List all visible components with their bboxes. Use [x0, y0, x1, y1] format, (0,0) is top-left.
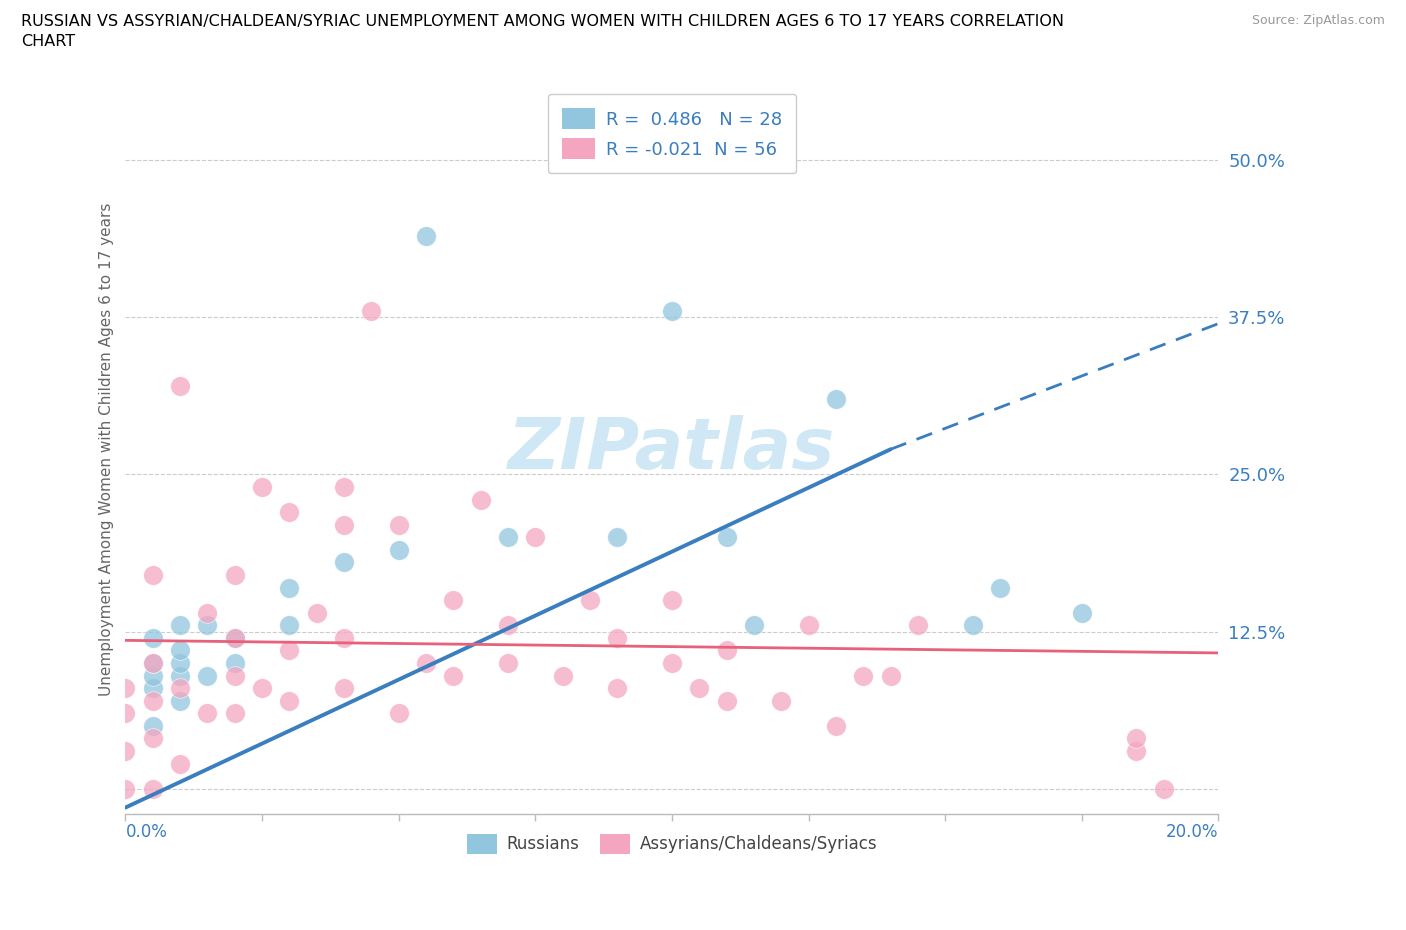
Point [661, 656, 683, 671]
Legend: Russians, Assyrians/Chaldeans/Syriacs: Russians, Assyrians/Chaldeans/Syriacs [460, 828, 884, 860]
Point [606, 631, 628, 645]
Point [333, 517, 356, 532]
Point [388, 517, 411, 532]
Point [333, 631, 356, 645]
Point [797, 618, 820, 632]
Point [388, 706, 411, 721]
Point [142, 693, 165, 708]
Point [142, 656, 165, 671]
Point [278, 580, 301, 595]
Point [142, 681, 165, 696]
Point [169, 643, 191, 658]
Point [1125, 743, 1147, 758]
Point [169, 379, 191, 394]
Point [197, 605, 219, 620]
Point [415, 228, 437, 243]
Point [1153, 781, 1175, 796]
Point [278, 643, 301, 658]
Point [496, 656, 519, 671]
Point [716, 693, 738, 708]
Point [1125, 731, 1147, 746]
Point [142, 731, 165, 746]
Point [470, 492, 492, 507]
Point [333, 555, 356, 570]
Text: RUSSIAN VS ASSYRIAN/CHALDEAN/SYRIAC UNEMPLOYMENT AMONG WOMEN WITH CHILDREN AGES : RUSSIAN VS ASSYRIAN/CHALDEAN/SYRIAC UNEM… [21, 14, 1064, 29]
Point [1070, 605, 1092, 620]
Point [224, 631, 246, 645]
Point [388, 542, 411, 557]
Point [333, 480, 356, 495]
Point [224, 631, 246, 645]
Point [825, 718, 848, 733]
Y-axis label: Unemployment Among Women with Children Ages 6 to 17 years: Unemployment Among Women with Children A… [100, 203, 114, 696]
Point [278, 618, 301, 632]
Point [224, 656, 246, 671]
Point [688, 681, 710, 696]
Point [988, 580, 1011, 595]
Point [716, 530, 738, 545]
Point [197, 706, 219, 721]
Point [524, 530, 547, 545]
Point [879, 668, 901, 683]
Point [360, 303, 382, 318]
Point [825, 392, 848, 406]
Point [114, 781, 136, 796]
Text: 0.0%: 0.0% [125, 823, 167, 842]
Point [441, 592, 464, 607]
Point [661, 592, 683, 607]
Point [852, 668, 875, 683]
Point [169, 668, 191, 683]
Point [250, 681, 273, 696]
Point [224, 706, 246, 721]
Point [142, 718, 165, 733]
Point [142, 567, 165, 582]
Point [169, 656, 191, 671]
Point [197, 668, 219, 683]
Point [496, 618, 519, 632]
Point [333, 681, 356, 696]
Point [224, 567, 246, 582]
Point [415, 656, 437, 671]
Text: 20.0%: 20.0% [1166, 823, 1219, 842]
Text: Source: ZipAtlas.com: Source: ZipAtlas.com [1251, 14, 1385, 27]
Point [907, 618, 929, 632]
Point [716, 643, 738, 658]
Point [114, 681, 136, 696]
Point [169, 756, 191, 771]
Point [169, 693, 191, 708]
Point [770, 693, 793, 708]
Point [197, 618, 219, 632]
Text: CHART: CHART [21, 34, 75, 49]
Point [224, 668, 246, 683]
Point [606, 681, 628, 696]
Point [142, 656, 165, 671]
Point [742, 618, 765, 632]
Point [142, 781, 165, 796]
Point [606, 530, 628, 545]
Point [142, 631, 165, 645]
Point [169, 618, 191, 632]
Point [305, 605, 328, 620]
Point [114, 706, 136, 721]
Point [962, 618, 984, 632]
Point [278, 505, 301, 520]
Text: ZIPatlas: ZIPatlas [509, 415, 835, 484]
Point [278, 693, 301, 708]
Point [551, 668, 574, 683]
Point [250, 480, 273, 495]
Point [579, 592, 602, 607]
Point [661, 303, 683, 318]
Point [441, 668, 464, 683]
Point [496, 530, 519, 545]
Point [169, 681, 191, 696]
Point [114, 743, 136, 758]
Point [142, 668, 165, 683]
